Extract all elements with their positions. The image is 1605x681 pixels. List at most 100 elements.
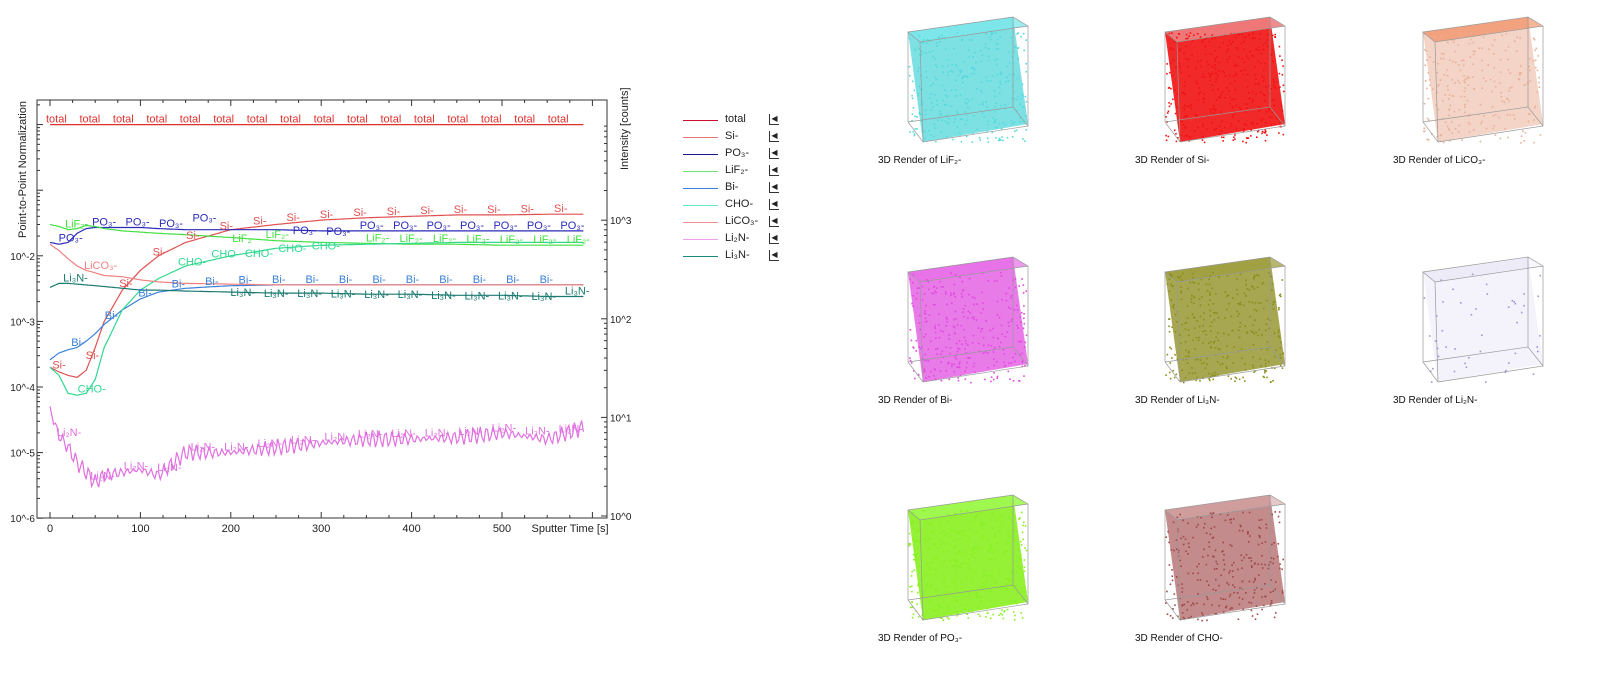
series-label-si: Si-	[521, 204, 535, 216]
series-label-total: total	[213, 114, 234, 126]
x-tick-label: 500	[493, 523, 511, 535]
render-panel: 3D Render of Li₃N-	[1135, 254, 1295, 406]
x-tick-label: 300	[312, 523, 330, 535]
series-label-si: Si-	[119, 278, 133, 290]
legend-item: PO₃- ◀	[683, 147, 783, 164]
series-label-si: Si-	[454, 204, 468, 216]
series-label-bi: Bi-	[138, 287, 152, 299]
render-caption: 3D Render of Si-	[1135, 155, 1210, 166]
series-label-total: total	[146, 114, 167, 126]
series-label-li3n: Li₃N-	[531, 291, 556, 303]
series-label-bi: Bi-	[272, 274, 286, 286]
legend-toggle-button[interactable]: ◀	[769, 165, 779, 176]
series-label-li2n: Li₂N-	[391, 428, 416, 440]
legend-swatch	[683, 222, 718, 223]
series-label-lif2: LiF₂-	[65, 219, 89, 231]
x-tick-label: 100	[131, 523, 149, 535]
series-label-si: Si-	[387, 206, 401, 218]
y-axis-label-left: Point-to-Point Normalization	[17, 101, 29, 238]
series-label-total: total	[180, 114, 201, 126]
legend-swatch	[683, 137, 718, 138]
series-label-po3: PO₃-	[560, 220, 584, 232]
series-label-li2n: Li₂N-	[425, 428, 450, 440]
legend-toggle-button[interactable]: ◀	[769, 216, 779, 227]
series-label-cho: CHO-	[278, 243, 306, 255]
series-label-si: Si-	[353, 207, 367, 219]
plot-frame	[36, 99, 608, 519]
series-label-si: Si-	[153, 246, 167, 258]
legend-toggle-button[interactable]: ◀	[769, 148, 779, 159]
legend-toggle-button[interactable]: ◀	[769, 131, 779, 142]
series-label-total: total	[380, 114, 401, 126]
series-label-total: total	[548, 114, 569, 126]
chart-legend: total ◀ Si- ◀ PO₃- ◀ LiF₂- ◀ Bi- ◀ CHO- ◀ LiCO₃- ◀ Li₂…	[683, 113, 783, 266]
series-label-bi: Bi-	[71, 337, 85, 349]
series-label-total: total	[514, 114, 535, 126]
series-label-si: Si-	[86, 350, 100, 362]
legend-toggle-button[interactable]: ◀	[769, 114, 779, 125]
series-label-si: Si-	[420, 205, 434, 217]
series-label-li3n: Li₃N-	[264, 288, 289, 300]
series-label-lif2: LiF₂-	[232, 233, 256, 245]
series-label-si: Si-	[52, 359, 66, 371]
render-caption: 3D Render of PO₃-	[878, 633, 963, 644]
series-label-si: Si-	[554, 203, 568, 215]
series-label-total: total	[314, 114, 335, 126]
series-label-total: total	[414, 114, 435, 126]
x-tick-label: 200	[222, 523, 240, 535]
series-label-total: total	[247, 114, 268, 126]
render-panel: 3D Render of Si-	[1135, 14, 1295, 166]
render-panel: 3D Render of Li₂N-	[1393, 254, 1553, 406]
render-panel: 3D Render of CHO-	[1135, 492, 1295, 644]
legend-toggle-button[interactable]: ◀	[769, 182, 779, 193]
render-caption: 3D Render of Bi-	[878, 395, 953, 406]
legend-swatch	[683, 171, 718, 172]
series-label-lif2: LiF₂-	[567, 234, 591, 246]
legend-item: LiCO₃- ◀	[683, 215, 783, 232]
series-label-si: Si-	[320, 209, 334, 221]
series-label-si: Si-	[253, 216, 267, 228]
series-label-po3: PO₃-	[59, 233, 83, 245]
series-label-po3: PO₃-	[293, 225, 317, 237]
series-label-total: total	[481, 114, 502, 126]
series-label-lif2: LiF₂-	[466, 234, 490, 246]
legend-swatch	[683, 120, 718, 121]
series-label-li3n: Li₃N-	[364, 289, 389, 301]
series-line-li3n	[49, 282, 584, 298]
3d-cube-render	[907, 256, 1030, 384]
series-label-cho: CHO-	[245, 248, 273, 260]
legend-label: Si-	[725, 130, 739, 142]
series-line-cho	[49, 241, 584, 396]
render-panel: 3D Render of LiF₂-	[878, 14, 1038, 166]
series-label-li2n: Li₂N-	[191, 442, 216, 454]
series-label-lif2: LiF₂-	[433, 233, 457, 245]
legend-item: Li₂N- ◀	[683, 232, 783, 249]
legend-toggle-button[interactable]: ◀	[769, 199, 779, 210]
series-label-li3n: Li₃N-	[230, 287, 255, 299]
legend-toggle-button[interactable]: ◀	[769, 250, 779, 261]
series-label-si: Si-	[186, 230, 200, 242]
series-label-li3n: Li₃N-	[565, 285, 590, 297]
series-label-po3: PO₃-	[126, 217, 150, 229]
series-label-li2n: Li₂N-	[258, 438, 283, 450]
legend-toggle-button[interactable]: ◀	[769, 233, 779, 244]
series-label-po3: PO₃-	[192, 213, 216, 225]
series-label-bi: Bi-	[372, 274, 386, 286]
series-label-bi: Bi-	[205, 276, 219, 288]
series-label-li2n: Li₂N-	[458, 426, 483, 438]
y-tick-label: 10^-6	[10, 514, 35, 525]
legend-label: LiF₂-	[725, 164, 749, 176]
series-label-li3n: Li₃N-	[297, 288, 322, 300]
y-right-tick-label: 10^1	[610, 413, 632, 424]
legend-item: total ◀	[683, 113, 783, 130]
y-tick-label: 10^-5	[10, 449, 35, 460]
legend-swatch	[683, 239, 718, 240]
series-label-po3: PO₃-	[92, 217, 116, 229]
legend-label: LiCO₃-	[725, 215, 759, 227]
legend-swatch	[683, 205, 718, 206]
series-label-total: total	[113, 114, 134, 126]
3d-cube-render	[1164, 16, 1287, 144]
series-label-total: total	[447, 114, 468, 126]
legend-item: LiF₂- ◀	[683, 164, 783, 181]
